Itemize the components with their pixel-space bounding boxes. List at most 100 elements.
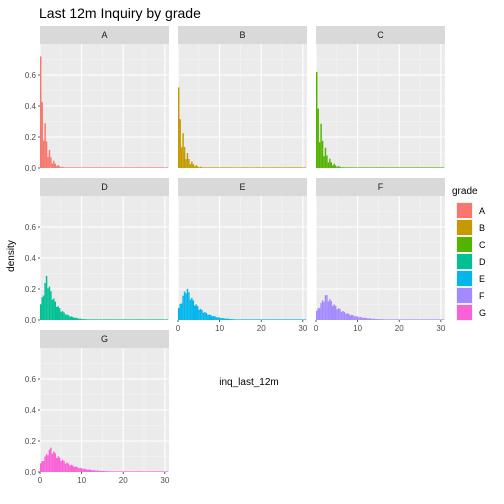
x-tick-label: 30 [160, 476, 169, 485]
histogram-bar [67, 463, 70, 472]
histogram-bar [165, 167, 167, 168]
histogram-bar [410, 167, 413, 168]
histogram-bar [44, 123, 46, 168]
histogram-bar [204, 312, 206, 320]
histogram-bar [442, 319, 445, 320]
histogram-bar [349, 315, 351, 320]
histogram-bar [60, 461, 62, 472]
y-tick-label: 0.0 [25, 164, 37, 173]
facet-strip [178, 26, 307, 44]
histogram-bar [345, 313, 347, 320]
histogram-bar [210, 167, 212, 168]
histogram-bar [362, 318, 365, 320]
histogram-bar [137, 319, 140, 320]
histogram-bar [146, 167, 148, 168]
histogram-bars [40, 56, 169, 168]
histogram-bar [293, 319, 295, 320]
histogram-bar [180, 147, 183, 168]
histogram-bar [146, 471, 148, 472]
facet-strip [40, 26, 169, 44]
histogram-bar [368, 167, 370, 168]
histogram-bar [271, 319, 273, 320]
histogram-bar [346, 167, 349, 168]
histogram-bar [358, 317, 360, 320]
histogram-bar [412, 319, 414, 320]
facet-panel-e: E 0 10 20 30 [176, 178, 308, 333]
histogram-bar [320, 302, 322, 320]
histogram-bar [86, 167, 89, 168]
histogram-bar [47, 455, 49, 472]
histogram-bar [186, 288, 189, 320]
histogram-bar [121, 167, 124, 168]
histogram-bar [95, 470, 97, 472]
histogram-bar [207, 167, 209, 168]
histogram-bar [56, 457, 58, 472]
histogram-bar [61, 166, 64, 168]
histogram-bar [211, 316, 213, 320]
histogram-bar [336, 166, 338, 168]
histogram-bar [54, 301, 57, 320]
histogram-bar [436, 319, 439, 320]
histogram-bar [317, 108, 319, 168]
histogram-bar [304, 167, 307, 168]
histogram-bar [165, 471, 167, 472]
histogram-bar [86, 319, 89, 320]
histogram-bar [416, 319, 418, 320]
histogram-bar [88, 469, 90, 472]
histogram-bar [416, 167, 418, 168]
histogram-bar [50, 157, 52, 168]
histogram-bar [76, 466, 78, 472]
histogram-bar [212, 167, 215, 168]
histogram-bar [303, 319, 305, 320]
histogram-bar [150, 471, 153, 472]
histogram-bar [277, 319, 279, 320]
histogram-bar [178, 87, 180, 168]
histogram-bar [153, 167, 156, 168]
x-tick-label: 20 [119, 476, 128, 485]
histogram-bar [339, 166, 341, 168]
y-tick-label: 0.2 [25, 437, 37, 446]
histogram-bar [150, 319, 153, 320]
histogram-bar [153, 319, 156, 320]
histogram-bar [144, 319, 147, 320]
histogram-bar [114, 167, 116, 168]
histogram-bar [141, 471, 144, 472]
facet-panel-a: A 0.0 0.2 0.4 0.6 [25, 26, 169, 173]
y-axis-label: density [6, 240, 17, 272]
histogram-bar [220, 167, 222, 168]
histogram-bar [109, 167, 112, 168]
histogram-bar [183, 146, 186, 168]
legend-label: C [479, 240, 486, 250]
histogram-bar [375, 319, 378, 320]
histogram-bar [369, 318, 372, 320]
histogram-bar [390, 167, 392, 168]
histogram-bar [356, 316, 359, 320]
histogram-bar [73, 167, 75, 168]
histogram-bar [104, 167, 106, 168]
histogram-bar [204, 167, 206, 168]
histogram-bar [45, 275, 48, 320]
histogram-bar [54, 453, 57, 472]
histogram-bar [147, 471, 150, 472]
histogram-bar [130, 471, 132, 472]
histogram-bar [318, 308, 321, 320]
histogram-bar [77, 167, 80, 168]
facet-panel-f: F 0 10 20 30 [314, 178, 446, 333]
histogram-bar [101, 167, 103, 168]
histogram-bar [234, 319, 237, 320]
histogram-bar [277, 167, 279, 168]
histogram-bar [101, 470, 103, 472]
histogram-bar [123, 167, 125, 168]
histogram-bar [385, 319, 388, 320]
facet-panels: A 0.0 0.2 0.4 0.6 B C D 0.0 0.2 0.4 0.6 E 0 10 20 30 F 0 10… [25, 26, 446, 485]
histogram-bar [321, 300, 324, 320]
histogram-bar [233, 167, 235, 168]
histogram-bar [83, 319, 86, 320]
histogram-bar [406, 319, 408, 320]
histogram-bar [401, 319, 404, 320]
histogram-bar [333, 304, 335, 320]
histogram-bar [294, 167, 296, 168]
histogram-bar [406, 167, 408, 168]
histogram-bar [343, 167, 346, 168]
histogram-bar [106, 319, 109, 320]
